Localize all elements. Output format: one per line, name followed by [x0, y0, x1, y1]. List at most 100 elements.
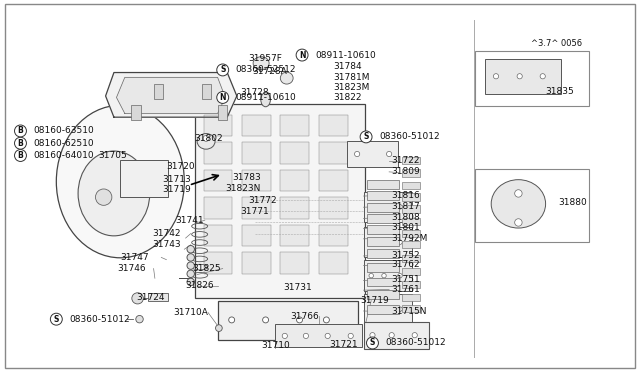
Bar — [402, 230, 420, 237]
Circle shape — [15, 150, 26, 161]
Circle shape — [296, 317, 303, 323]
Bar — [367, 249, 399, 258]
Circle shape — [228, 317, 235, 323]
Bar — [280, 197, 309, 219]
Text: 31710A: 31710A — [173, 308, 208, 317]
Text: 31784: 31784 — [333, 62, 362, 71]
Text: 31825: 31825 — [192, 264, 221, 273]
Circle shape — [515, 190, 522, 197]
Text: 31746: 31746 — [117, 264, 146, 273]
Circle shape — [325, 333, 330, 339]
Circle shape — [217, 64, 228, 76]
Text: 08360-52512: 08360-52512 — [236, 65, 296, 74]
Bar — [485, 59, 561, 94]
Ellipse shape — [197, 134, 215, 149]
Bar — [367, 214, 399, 223]
Circle shape — [187, 270, 195, 278]
Text: 31809: 31809 — [392, 167, 420, 176]
Bar — [319, 170, 348, 191]
Circle shape — [360, 131, 372, 143]
Text: 08160-62510: 08160-62510 — [33, 139, 94, 148]
Circle shape — [187, 246, 195, 253]
Text: B: B — [18, 151, 23, 160]
Bar — [475, 51, 589, 106]
Bar — [154, 84, 163, 99]
Text: 31743: 31743 — [152, 240, 180, 249]
Text: S: S — [370, 339, 375, 347]
Circle shape — [51, 313, 62, 325]
Text: 31783: 31783 — [232, 173, 261, 182]
Text: 31724: 31724 — [136, 293, 165, 302]
Bar — [202, 84, 211, 99]
Text: 31816: 31816 — [392, 191, 420, 200]
Bar — [402, 241, 420, 248]
Text: 31772: 31772 — [248, 196, 276, 205]
Circle shape — [398, 273, 402, 278]
Bar — [280, 142, 309, 164]
Bar — [280, 225, 309, 246]
Circle shape — [370, 333, 375, 338]
Text: 31728: 31728 — [240, 88, 269, 97]
Bar — [367, 180, 399, 189]
Bar — [319, 142, 348, 164]
Bar — [242, 115, 271, 136]
Bar — [402, 294, 420, 301]
Text: 31880: 31880 — [559, 198, 587, 207]
Circle shape — [493, 74, 499, 79]
Bar — [402, 182, 420, 189]
Circle shape — [187, 278, 195, 286]
Text: 31835: 31835 — [546, 87, 574, 96]
Circle shape — [303, 333, 308, 339]
Bar — [367, 305, 399, 314]
Circle shape — [387, 151, 392, 157]
Circle shape — [382, 205, 386, 209]
Text: 31720: 31720 — [166, 162, 195, 171]
Circle shape — [517, 74, 522, 79]
Text: 31761: 31761 — [392, 285, 420, 294]
Text: 08360-51012: 08360-51012 — [385, 339, 446, 347]
Text: 08911-10610: 08911-10610 — [315, 51, 376, 60]
Text: S: S — [54, 315, 59, 324]
Bar — [364, 227, 412, 257]
Bar — [195, 104, 365, 298]
Circle shape — [382, 307, 386, 311]
Bar — [204, 170, 232, 191]
Text: 08360-51012: 08360-51012 — [69, 315, 130, 324]
Text: 31719: 31719 — [360, 296, 389, 305]
Circle shape — [355, 151, 360, 157]
Bar — [364, 260, 412, 291]
Circle shape — [136, 315, 143, 323]
Bar — [242, 252, 271, 274]
Text: B: B — [18, 126, 23, 135]
Bar — [367, 263, 399, 272]
Circle shape — [515, 219, 522, 226]
Text: 31710: 31710 — [261, 341, 289, 350]
Ellipse shape — [132, 293, 143, 304]
Circle shape — [348, 333, 353, 339]
Ellipse shape — [260, 93, 270, 107]
Ellipse shape — [492, 180, 545, 228]
Bar — [367, 191, 399, 200]
Circle shape — [540, 74, 545, 79]
Bar — [402, 305, 420, 312]
Circle shape — [369, 273, 373, 278]
Circle shape — [187, 262, 195, 269]
Bar — [242, 142, 271, 164]
Text: 08911-10610: 08911-10610 — [236, 93, 296, 102]
Bar — [204, 197, 232, 219]
Bar — [319, 252, 348, 274]
Text: 31826: 31826 — [186, 281, 214, 290]
Bar — [204, 252, 232, 274]
Circle shape — [15, 137, 26, 149]
Bar — [204, 225, 232, 246]
Bar — [280, 170, 309, 191]
Bar — [402, 255, 420, 262]
Text: 31808: 31808 — [392, 213, 420, 222]
Text: S: S — [220, 65, 225, 74]
Circle shape — [369, 240, 373, 244]
Bar — [218, 301, 358, 340]
Bar — [242, 225, 271, 246]
Circle shape — [296, 49, 308, 61]
Bar — [402, 169, 420, 177]
Text: B: B — [18, 139, 23, 148]
